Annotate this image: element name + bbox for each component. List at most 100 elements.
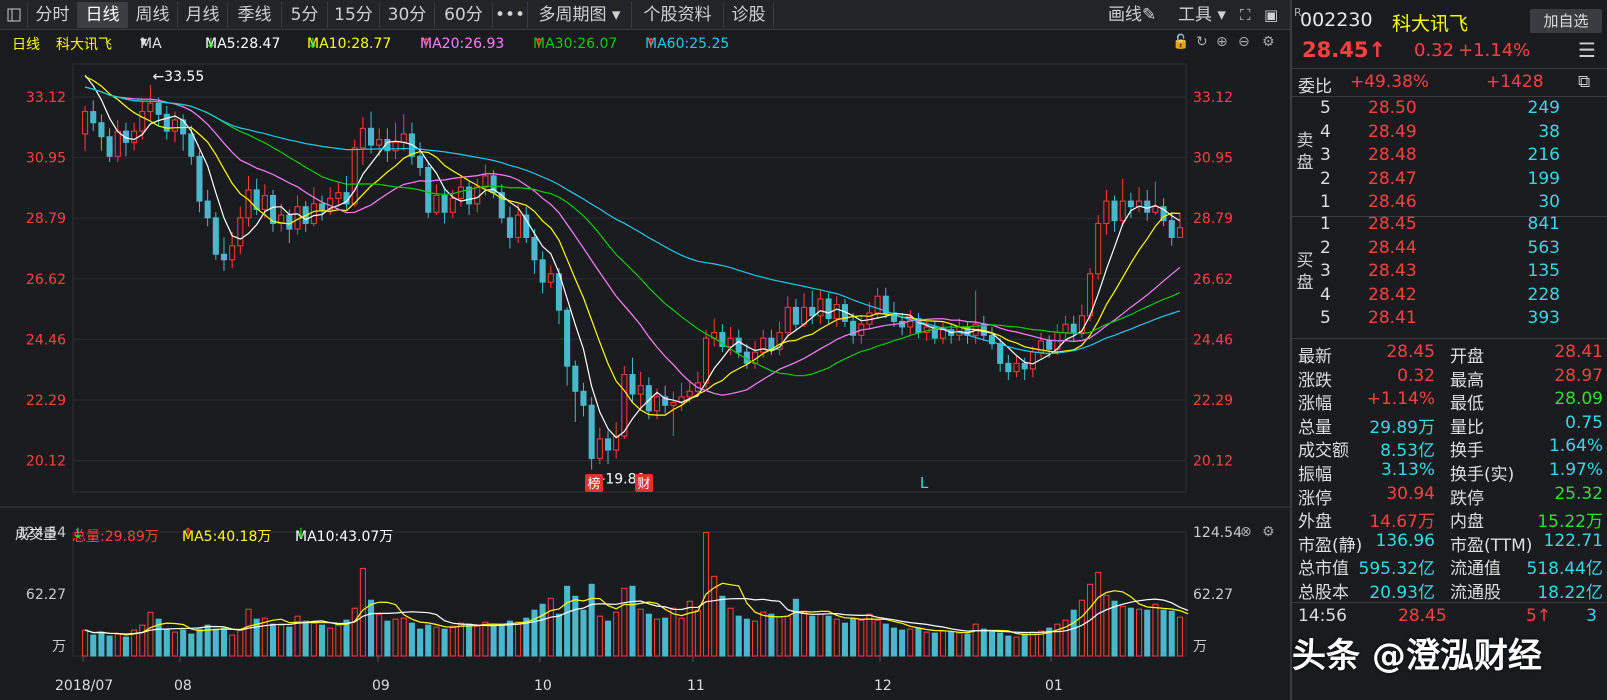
volume-bar xyxy=(1005,635,1012,657)
lock-icon[interactable]: 🔓 xyxy=(1172,34,1190,50)
candle-body xyxy=(997,343,1004,364)
candle-body xyxy=(1168,220,1175,238)
volume-bar xyxy=(408,622,415,657)
weibi-row: 委比 +49.38% +1428 ⧉ xyxy=(1298,72,1601,97)
candle-body xyxy=(106,136,113,157)
volume-bar xyxy=(1168,610,1175,657)
tab-30min[interactable]: 30分 xyxy=(380,2,435,28)
tab-15min[interactable]: 15分 xyxy=(328,2,380,28)
stat-label: 涨跌 xyxy=(1298,370,1332,391)
candle-body xyxy=(131,130,138,143)
candle-body xyxy=(220,253,228,261)
pencil-icon: ✎ xyxy=(1142,5,1157,25)
tab-quarterly[interactable]: 季线 xyxy=(228,2,282,28)
candle-body xyxy=(417,155,424,169)
tools-dropdown[interactable]: 工具 ▾ xyxy=(1178,2,1226,28)
volume-bar xyxy=(82,629,89,657)
price-panel-frame xyxy=(72,63,1187,493)
candle-body xyxy=(351,147,358,205)
ma60-text: MA60:25.25 xyxy=(645,36,730,52)
tab-5min[interactable]: 5分 xyxy=(282,2,328,28)
diagnose-tab[interactable]: 诊股 xyxy=(724,2,774,28)
add-watchlist-button[interactable]: 加自选 xyxy=(1530,9,1602,33)
stat-value: 3.13% xyxy=(1380,460,1435,480)
stat-row: 成交额 8.53亿 换手 1.64% xyxy=(1298,436,1603,461)
candle-body xyxy=(466,186,473,205)
tick-price: 28.45 xyxy=(1398,606,1447,626)
volume-ma5-text: MA5:40.18万 xyxy=(182,529,272,545)
volume-label: 成交量 xyxy=(15,527,57,543)
volume-bar xyxy=(131,629,138,657)
tab-monthly[interactable]: 月线 xyxy=(178,2,228,28)
multi-period-dropdown[interactable]: 多周期图 ▾ xyxy=(528,2,632,28)
fullscreen-icon[interactable]: ⛶ xyxy=(1240,6,1251,24)
candle-body xyxy=(809,306,816,317)
y-tick-label-left: 30.95 xyxy=(26,151,66,167)
candle-body xyxy=(801,306,808,325)
ma-indicator-line: 日线 科大讯飞 MA ▾ MA5:28.47 ↓ MA10:28.77 ↓ MA20… xyxy=(0,32,1290,54)
volume-bar xyxy=(931,632,938,657)
candle-body xyxy=(237,217,244,247)
arrow-up-icon: ↑ xyxy=(182,526,194,542)
volume-bar xyxy=(98,631,105,657)
buy-volume: 841 xyxy=(1527,214,1560,234)
volume-bar xyxy=(694,609,701,657)
candle-body xyxy=(482,175,489,188)
popout-icon[interactable]: ⧉ xyxy=(1578,72,1591,92)
stat-label: 涨停 xyxy=(1298,488,1332,509)
volume-bar xyxy=(368,599,375,657)
buy-price: 28.44 xyxy=(1368,237,1417,258)
sell-level: 3 xyxy=(1320,145,1331,165)
buy-price: 28.45 xyxy=(1368,214,1417,234)
volume-ma10-line xyxy=(84,598,1189,635)
event-marker-badge xyxy=(635,474,653,492)
refresh-icon[interactable]: ↻ xyxy=(1196,34,1208,50)
candle-body xyxy=(196,155,203,202)
volume-bar xyxy=(196,628,203,657)
menu-icon[interactable]: ☰ xyxy=(1578,38,1596,62)
tab-weekly[interactable]: 周线 xyxy=(128,2,178,28)
volume-bar xyxy=(1078,599,1085,657)
candlestick-chart[interactable]: 33.12 33.12 30.95 30.95 28.79 28.79 26.62 26.62… xyxy=(0,54,1290,700)
candle-body xyxy=(229,245,236,261)
volume-bar xyxy=(768,613,775,657)
candle-body xyxy=(335,192,342,199)
volume-bar xyxy=(645,613,652,657)
more-icon[interactable]: ••• xyxy=(493,2,528,28)
tab-fenshi[interactable]: 分时 xyxy=(28,2,78,28)
candle-body xyxy=(564,309,571,367)
candle-body xyxy=(155,102,162,115)
stock-info-tab[interactable]: 个股资料 xyxy=(632,2,724,28)
zoom-out-icon[interactable]: ⊖ xyxy=(1238,34,1250,50)
settings-gear-icon[interactable]: ⚙ xyxy=(1262,524,1275,540)
draw-line-button[interactable]: 画线✎ xyxy=(1108,2,1156,28)
volume-bar xyxy=(237,629,244,657)
window-icon[interactable]: ▣ xyxy=(1264,6,1279,24)
y-tick-label-left: 33.12 xyxy=(26,90,66,106)
zoom-in-icon[interactable]: ⊕ xyxy=(1216,34,1228,50)
y-tick-label-right: 22.29 xyxy=(1193,393,1233,409)
stat-value: 29.89万 xyxy=(1369,417,1435,438)
volume-bar xyxy=(327,627,334,657)
candle-body xyxy=(874,295,881,314)
volume-bar xyxy=(972,623,979,657)
settings-gear-icon[interactable]: ⚙ xyxy=(1262,34,1275,50)
sell-level: 2 xyxy=(1320,168,1331,189)
vol-tick-label-left: 62.27 xyxy=(26,587,66,603)
ma-type-dropdown[interactable]: MA ▾ xyxy=(140,34,162,52)
stat-value: 28.41 xyxy=(1554,342,1603,362)
volume-bar xyxy=(498,623,505,657)
layout-icon[interactable] xyxy=(0,2,28,28)
ma60-line xyxy=(84,86,1181,355)
close-icon[interactable]: ⊗ xyxy=(1240,524,1252,540)
volume-bar xyxy=(923,631,930,657)
volume-bar xyxy=(188,633,195,657)
stat-row: 总市值 595.32亿 流通值 518.44亿 xyxy=(1298,554,1603,579)
candle-body xyxy=(833,304,840,320)
period-toolbar: 分时 日线 周线 月线 季线 5分 15分 30分 60分 ••• 多周期图 ▾… xyxy=(0,0,1290,30)
tab-daily[interactable]: 日线 xyxy=(78,2,128,28)
chevron-down-icon: ▾ xyxy=(1217,5,1226,25)
tab-60min[interactable]: 60分 xyxy=(435,2,493,28)
candle-body xyxy=(204,200,211,219)
arrow-up-icon: ↑ xyxy=(1368,38,1387,62)
